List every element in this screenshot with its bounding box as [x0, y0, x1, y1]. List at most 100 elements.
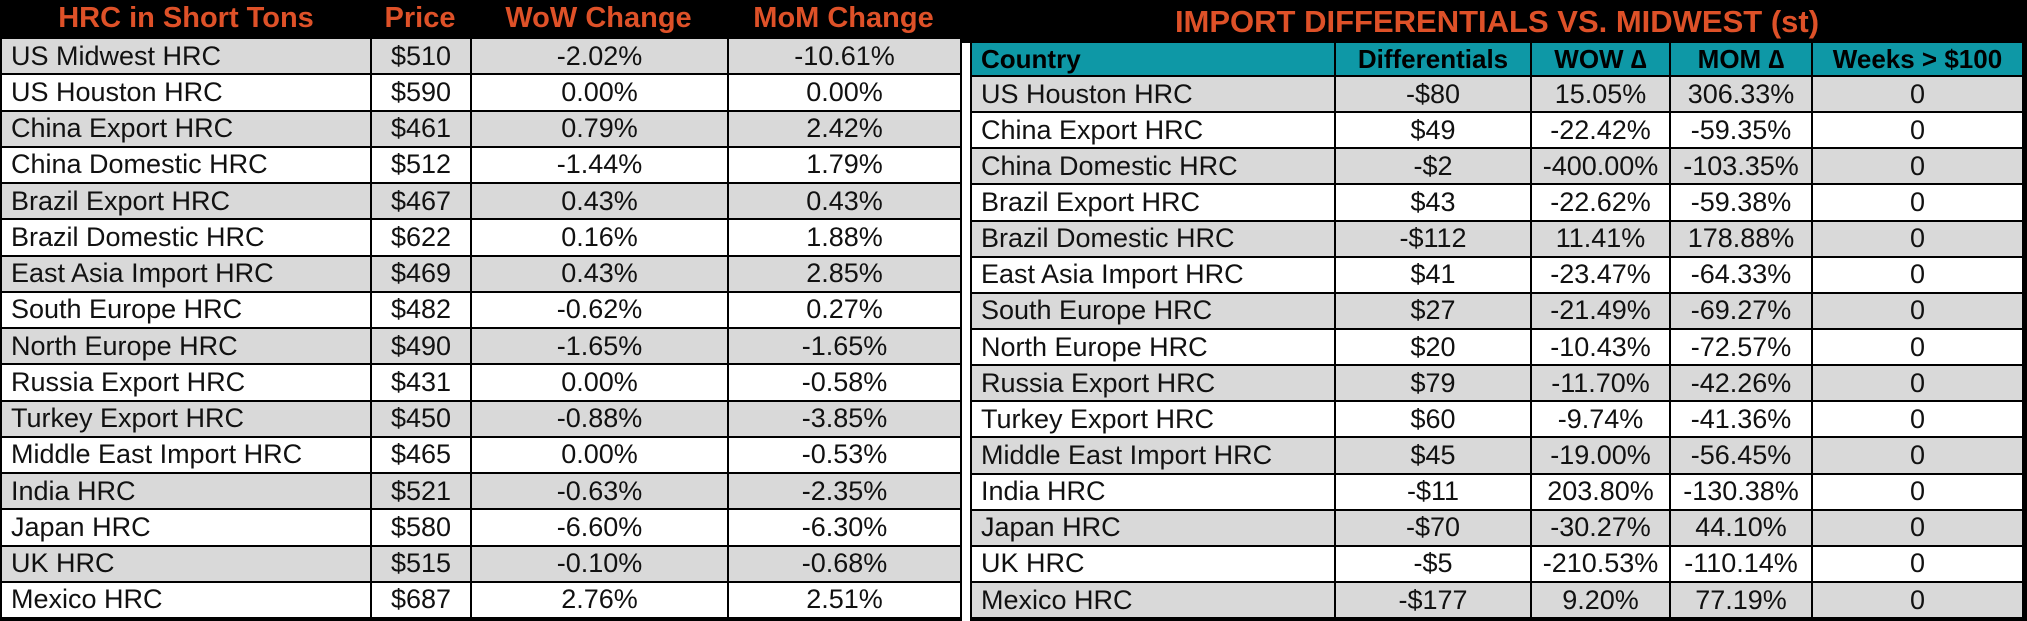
cell-product-name: South Europe HRC	[11, 294, 243, 325]
cell-price: $515	[370, 546, 470, 581]
header-wow-delta: WOW ∆	[1530, 43, 1669, 75]
cell-differential: $27	[1334, 293, 1530, 328]
differential-row: China Export HRC $49 -22.42% -59.35% 0	[972, 111, 2022, 148]
cell-mom-change: -1.65%	[727, 329, 960, 364]
cell-weeks-over-100: 0	[1811, 582, 2022, 618]
cell-wow-change: 0.00%	[470, 437, 727, 472]
cell-country: UK HRC	[981, 548, 1085, 579]
cell-product-name: India HRC	[11, 475, 136, 506]
cell-mom-change: -0.68%	[727, 546, 960, 581]
cell-differential: $20	[1334, 329, 1530, 365]
cell-wow-change: 0.79%	[470, 111, 727, 146]
cell-differential: $41	[1334, 257, 1530, 292]
differential-row: Brazil Export HRC $43 -22.62% -59.38% 0	[972, 183, 2022, 220]
cell-country: East Asia Import HRC	[981, 259, 1244, 290]
cell-mom-change: 1.79%	[727, 147, 960, 182]
cell-differential: $45	[1334, 438, 1530, 473]
cell-differential: -$80	[1334, 77, 1530, 112]
cell-country: South Europe HRC	[981, 295, 1213, 326]
cell-mom-delta: -110.14%	[1669, 546, 1811, 581]
cell-mom-delta: -72.57%	[1669, 329, 1811, 365]
cell-product-name: East Asia Import HRC	[11, 258, 274, 289]
hrc-price-row: China Export HRC $461 0.79% 2.42%	[2, 109, 960, 146]
cell-weeks-over-100: 0	[1811, 402, 2022, 437]
cell-wow-delta: -22.42%	[1530, 113, 1669, 148]
cell-wow-change: -0.88%	[470, 401, 727, 436]
cell-differential: -$70	[1334, 510, 1530, 545]
cell-differential: $60	[1334, 402, 1530, 437]
cell-price: $450	[370, 401, 470, 436]
cell-mom-delta: 44.10%	[1669, 510, 1811, 545]
header-hrc-in-short-tons: HRC in Short Tons	[58, 2, 314, 34]
cell-mom-delta: -64.33%	[1669, 257, 1811, 292]
cell-mom-change: 2.51%	[727, 582, 960, 617]
cell-differential: $49	[1334, 113, 1530, 148]
cell-mom-delta: 306.33%	[1669, 77, 1811, 112]
cell-wow-delta: 203.80%	[1530, 474, 1669, 509]
cell-country: Russia Export HRC	[981, 367, 1216, 398]
cell-weeks-over-100: 0	[1811, 366, 2022, 401]
cell-wow-delta: -23.47%	[1530, 257, 1669, 292]
cell-wow-delta: 11.41%	[1530, 221, 1669, 256]
cell-wow-delta: -21.49%	[1530, 293, 1669, 328]
cell-wow-change: -0.62%	[470, 292, 727, 327]
cell-country: Brazil Domestic HRC	[981, 223, 1235, 254]
cell-country: Turkey Export HRC	[981, 403, 1215, 434]
cell-product-name: Brazil Domestic HRC	[11, 221, 265, 252]
cell-weeks-over-100: 0	[1811, 546, 2022, 581]
cell-price: $580	[370, 510, 470, 545]
cell-differential: $43	[1334, 185, 1530, 220]
cell-wow-change: 0.43%	[470, 256, 727, 291]
cell-mom-change: -6.30%	[727, 510, 960, 545]
cell-wow-change: 2.76%	[470, 582, 727, 617]
cell-price: $590	[370, 75, 470, 110]
cell-weeks-over-100: 0	[1811, 149, 2022, 184]
cell-price: $687	[370, 582, 470, 617]
cell-wow-delta: -19.00%	[1530, 438, 1669, 473]
cell-differential: -$5	[1334, 546, 1530, 581]
cell-price: $510	[370, 39, 470, 74]
cell-product-name: China Domestic HRC	[11, 149, 268, 180]
cell-mom-change: 0.27%	[727, 292, 960, 327]
cell-wow-delta: 15.05%	[1530, 77, 1669, 112]
cell-differential: -$11	[1334, 474, 1530, 509]
header-mom-delta: MOM ∆	[1669, 43, 1811, 75]
header-wow-change: WoW Change	[505, 2, 692, 34]
cell-product-name: Middle East Import HRC	[11, 439, 303, 470]
cell-product-name: Turkey Export HRC	[11, 403, 245, 434]
cell-price: $467	[370, 184, 470, 219]
cell-weeks-over-100: 0	[1811, 257, 2022, 292]
hrc-price-row: Middle East Import HRC $465 0.00% -0.53%	[2, 435, 960, 472]
cell-mom-change: -10.61%	[727, 39, 960, 74]
differential-row: Mexico HRC -$177 9.20% 77.19% 0	[972, 580, 2022, 618]
hrc-price-row: North Europe HRC $490 -1.65% -1.65%	[2, 327, 960, 364]
hrc-price-row: Mexico HRC $687 2.76% 2.51%	[2, 580, 960, 617]
cell-wow-change: -0.10%	[470, 546, 727, 581]
hrc-price-row: UK HRC $515 -0.10% -0.68%	[2, 544, 960, 581]
import-differentials-table: IMPORT DIFFERENTIALS VS. MIDWEST (st) Co…	[970, 0, 2027, 621]
hrc-table-header-row: HRC in Short Tons Price WoW Change MoM C…	[2, 0, 960, 37]
header-weeks-over-100: Weeks > $100	[1811, 43, 2022, 75]
cell-mom-delta: -59.35%	[1669, 113, 1811, 148]
cell-weeks-over-100: 0	[1811, 293, 2022, 328]
hrc-price-row: Brazil Export HRC $467 0.43% 0.43%	[2, 182, 960, 219]
hrc-price-row: India HRC $521 -0.63% -2.35%	[2, 472, 960, 509]
cell-mom-change: -0.53%	[727, 437, 960, 472]
cell-country: India HRC	[981, 476, 1106, 507]
cell-weeks-over-100: 0	[1811, 510, 2022, 545]
cell-differential: -$177	[1334, 582, 1530, 618]
cell-price: $482	[370, 292, 470, 327]
cell-wow-delta: -30.27%	[1530, 510, 1669, 545]
hrc-price-row: Turkey Export HRC $450 -0.88% -3.85%	[2, 399, 960, 436]
cell-mom-delta: -103.35%	[1669, 149, 1811, 184]
cell-mom-delta: -42.26%	[1669, 366, 1811, 401]
hrc-table-body: US Midwest HRC $510 -2.02% -10.61% US Housto…	[2, 37, 960, 617]
cell-wow-delta: -9.74%	[1530, 402, 1669, 437]
cell-mom-delta: -130.38%	[1669, 474, 1811, 509]
cell-weeks-over-100: 0	[1811, 329, 2022, 365]
cell-country: Mexico HRC	[981, 584, 1133, 615]
cell-price: $465	[370, 437, 470, 472]
cell-country: Brazil Export HRC	[981, 186, 1201, 217]
header-mom-change: MoM Change	[753, 2, 934, 34]
